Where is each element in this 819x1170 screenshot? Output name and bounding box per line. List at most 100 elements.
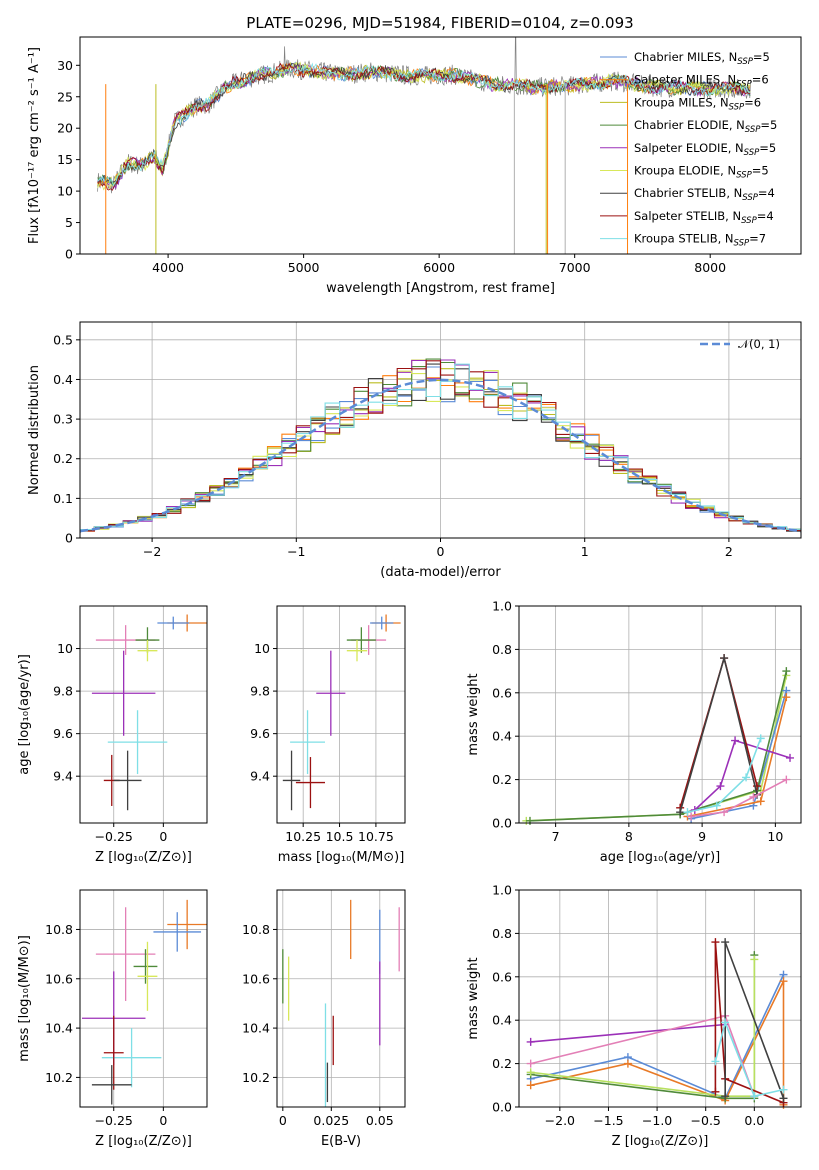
weight-marker xyxy=(716,782,725,791)
y-axis-label: mass weight xyxy=(466,673,481,755)
errorbars xyxy=(282,899,400,1107)
axes-weight_vs_age: 7 8 9 10 0.0 0.2 0.4 0.6 0.8 1.0 age [log₁₀(age/yr… xyxy=(466,599,802,865)
x-tick-label: 7 xyxy=(552,829,560,844)
legend-entry: Kroupa ELODIE, NSSP=5 xyxy=(634,164,769,181)
weight-marker xyxy=(526,1059,535,1068)
errorbars xyxy=(81,899,207,1105)
x-tick-label: −1.5 xyxy=(593,1113,623,1128)
y-tick-label: 0.6 xyxy=(492,685,512,700)
legend-entry: Chabrier STELIB, NSSP=4 xyxy=(634,186,775,203)
axes-frame xyxy=(79,321,802,539)
y-tick-label: 0.4 xyxy=(53,372,73,387)
x-axis-label: E(B-V) xyxy=(321,1134,361,1149)
weight-marker xyxy=(623,1059,632,1068)
y-tick-label: 0.1 xyxy=(53,491,73,506)
x-tick-label: 10.25 xyxy=(285,829,321,844)
weight-line xyxy=(687,738,762,813)
x-tick-label: −0.25 xyxy=(95,1113,133,1128)
y-tick-label: 25 xyxy=(57,89,73,104)
x-tick-label: −2 xyxy=(143,544,161,559)
x-tick-label: 0 xyxy=(159,829,167,844)
weight-marker xyxy=(721,1018,730,1027)
x-tick-label: 0 xyxy=(279,1113,287,1128)
x-tick-label: 8 xyxy=(625,829,633,844)
x-tick-label: 0 xyxy=(437,544,445,559)
y-tick-label: 1.0 xyxy=(492,599,512,614)
x-tick-label: 5000 xyxy=(288,260,320,275)
weight-marker xyxy=(711,1087,720,1096)
weight-marker xyxy=(711,1057,720,1066)
y-tick-label: 9.6 xyxy=(250,726,270,741)
x-tick-label: 4000 xyxy=(152,260,184,275)
y-tick-label: 0.4 xyxy=(492,729,512,744)
x-tick-label: 0.05 xyxy=(366,1113,394,1128)
axes-frame xyxy=(276,605,406,824)
axes-frame xyxy=(518,605,802,824)
x-tick-label: 10 xyxy=(767,829,783,844)
axes-weight_vs_Z: −2.0 −1.5 −1.0 −0.5 0.0 0.0 0.2 0.4 0.6 0.8 1.0 Z [… xyxy=(466,883,802,1149)
axes-frame xyxy=(276,889,406,1108)
y-axis-label: mass weight xyxy=(466,957,481,1039)
weight-marker xyxy=(526,1068,535,1077)
y-axis-label: age [log₁₀(age/yr)] xyxy=(17,654,32,775)
legend-entry: Salpeter MILES, NSSP=6 xyxy=(634,73,769,90)
weight-marker xyxy=(711,938,720,947)
weight-marker xyxy=(720,808,729,817)
x-axis-label: Z [log₁₀(Z/Z⊙)] xyxy=(95,850,192,865)
y-tick-label: 10 xyxy=(57,184,73,199)
gaussian-curve xyxy=(80,378,801,533)
legend-entry: Salpeter STELIB, NSSP=4 xyxy=(634,209,774,226)
x-tick-label: −0.5 xyxy=(691,1113,721,1128)
y-tick-label: 10.6 xyxy=(242,971,270,986)
x-tick-label: 0.0 xyxy=(744,1113,764,1128)
y-tick-label: 10.4 xyxy=(45,1021,73,1036)
legend-entry: Chabrier ELODIE, NSSP=5 xyxy=(634,118,777,135)
model-spectrum xyxy=(97,62,751,187)
spectrum-legend: Chabrier MILES, NSSP=5 Salpeter MILES, NS… xyxy=(600,50,777,249)
errorbars xyxy=(282,614,401,811)
x-tick-label: −1 xyxy=(287,544,305,559)
weight-line xyxy=(529,670,788,822)
x-tick-label: −0.25 xyxy=(95,829,133,844)
x-axis-label: age [log₁₀(age/yr)] xyxy=(600,850,721,865)
y-axis-label: mass [log₁₀(M/M⊙)] xyxy=(17,935,32,1062)
weight-marker xyxy=(779,1094,788,1103)
axes-age_vs_mass: 10.25 10.5 10.75 9.4 9.6 9.8 10 mass [log₁₀(M/M… xyxy=(250,605,406,865)
x-axis-label: Z [log₁₀(Z/Z⊙)] xyxy=(95,1134,192,1149)
weight-marker xyxy=(712,801,721,810)
weight-marker xyxy=(525,816,534,825)
y-tick-label: 9.4 xyxy=(53,769,73,784)
weight-marker xyxy=(721,1092,730,1101)
weight-series xyxy=(522,654,795,825)
axes-spectrum: 4000 5000 6000 7000 8000 0 5 10 15 20 25 30 waveleng… xyxy=(27,36,802,296)
y-tick-label: 10.2 xyxy=(45,1070,73,1085)
x-axis-label: mass [log₁₀(M/M⊙)] xyxy=(278,850,405,865)
y-tick-label: 0.2 xyxy=(492,772,512,787)
weight-line xyxy=(530,959,756,1097)
x-tick-label: −1.0 xyxy=(642,1113,672,1128)
weight-marker xyxy=(779,1085,788,1094)
weight-line xyxy=(714,942,784,1104)
figure-title: PLATE=0296, MJD=51984, FIBERID=0104, z=0… xyxy=(246,14,633,32)
y-tick-label: 0.5 xyxy=(53,332,73,347)
y-tick-label: 15 xyxy=(57,152,73,167)
weight-marker xyxy=(742,773,751,782)
x-tick-label: 7000 xyxy=(559,260,591,275)
y-tick-label: 0.0 xyxy=(492,816,512,831)
axes-mass_vs_Z: −0.25 0 10.2 10.4 10.6 10.8 Z [log₁₀(Z/Z⊙)] mas… xyxy=(17,889,208,1149)
weight-marker xyxy=(731,736,740,745)
weight-marker xyxy=(750,955,759,964)
weight-marker xyxy=(756,734,765,743)
legend-entry: Salpeter ELODIE, NSSP=5 xyxy=(634,141,776,158)
weight-marker xyxy=(720,654,729,663)
axes-frame xyxy=(79,889,208,1108)
y-tick-label: 0.6 xyxy=(492,969,512,984)
y-tick-label: 0.4 xyxy=(492,1013,512,1028)
y-axis-label: Flux [fλ10⁻¹⁷ erg cm⁻² s⁻¹ A⁻¹] xyxy=(27,47,42,244)
weight-line xyxy=(690,778,787,818)
y-tick-label: 10.4 xyxy=(242,1021,270,1036)
y-tick-label: 20 xyxy=(57,121,73,136)
y-tick-label: 0 xyxy=(65,531,73,546)
axes-frame xyxy=(518,889,802,1108)
gaussian-legend-label: 𝒩(0, 1) xyxy=(738,337,780,351)
